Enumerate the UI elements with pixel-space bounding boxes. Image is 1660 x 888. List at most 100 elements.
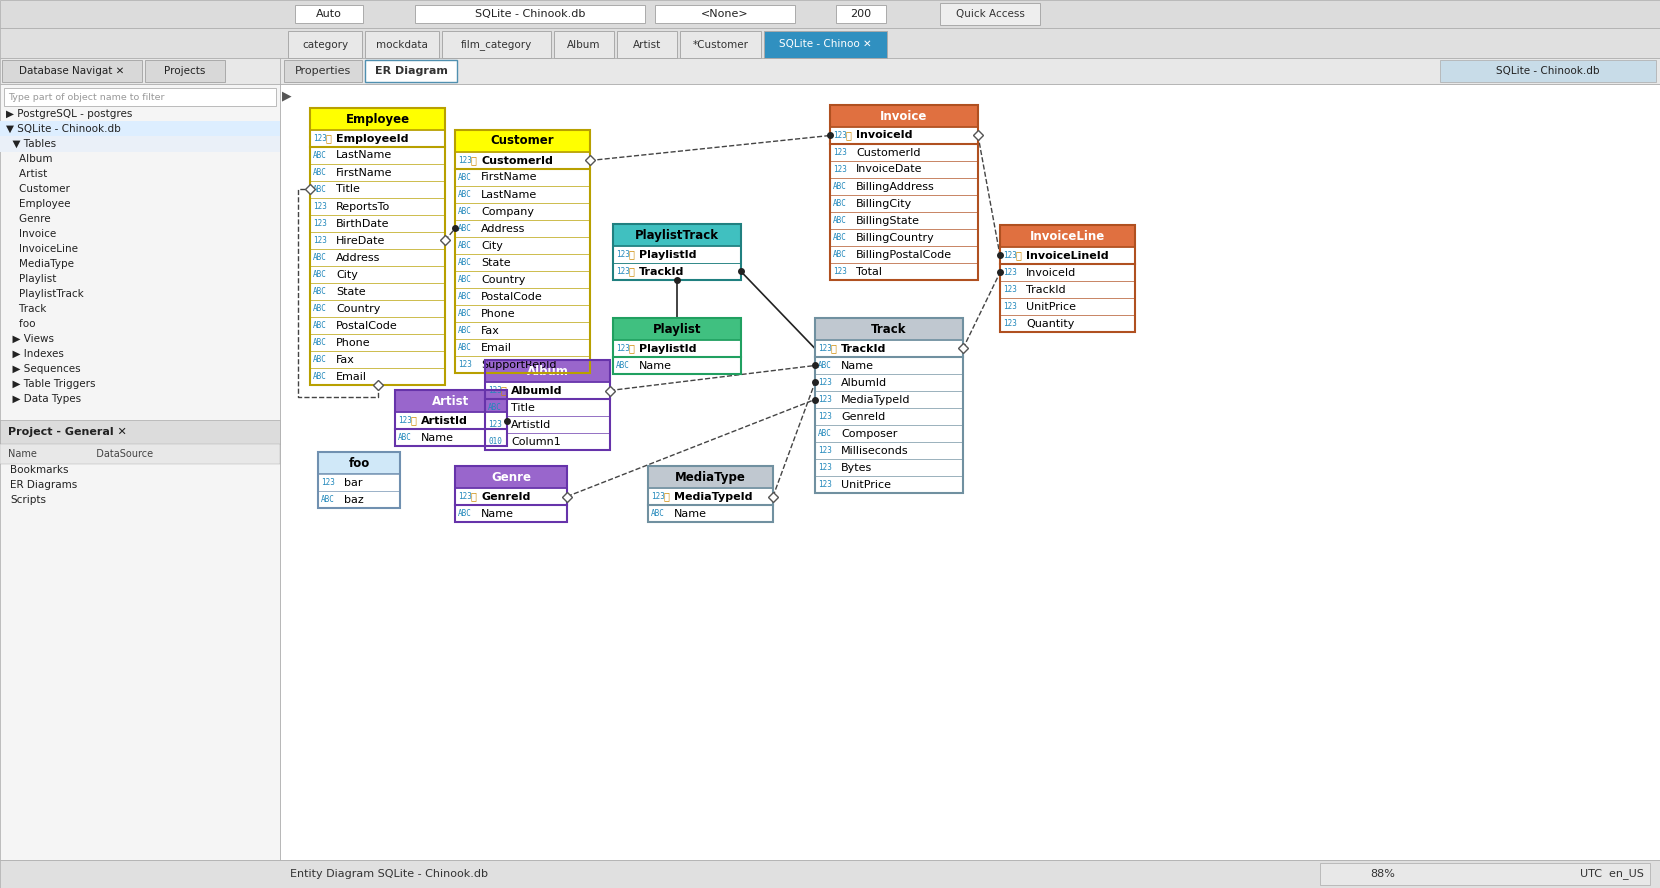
Bar: [815, 318, 963, 340]
Bar: [310, 130, 445, 147]
Text: HireDate: HireDate: [335, 235, 385, 245]
Text: 123: 123: [314, 236, 327, 245]
Text: ER Diagrams: ER Diagrams: [10, 480, 78, 490]
Text: 123: 123: [1003, 268, 1018, 277]
Bar: [2, 60, 143, 82]
Bar: [999, 281, 1135, 298]
Bar: [310, 108, 445, 385]
Text: Artist: Artist: [7, 169, 46, 179]
Text: 123: 123: [818, 480, 832, 489]
Text: ABC: ABC: [833, 182, 847, 191]
Bar: [647, 488, 774, 505]
Text: Total: Total: [857, 266, 881, 276]
Text: BillingCountry: BillingCountry: [857, 233, 935, 242]
Bar: [310, 198, 445, 215]
Text: ⚿: ⚿: [471, 491, 476, 502]
Text: ABC: ABC: [458, 190, 471, 199]
Text: 123: 123: [833, 148, 847, 157]
Text: ABC: ABC: [314, 185, 327, 194]
Text: CustomerId: CustomerId: [481, 155, 553, 165]
Text: MediaType: MediaType: [7, 259, 75, 269]
Text: ▼ SQLite - Chinook.db: ▼ SQLite - Chinook.db: [7, 124, 121, 134]
Text: 123: 123: [818, 412, 832, 421]
Text: Album: Album: [526, 364, 568, 377]
Text: ABC: ABC: [458, 173, 471, 182]
Text: ReportsTo: ReportsTo: [335, 202, 390, 211]
Text: Phone: Phone: [335, 337, 370, 347]
Text: Bookmarks: Bookmarks: [10, 465, 68, 475]
Bar: [455, 186, 589, 203]
Text: ArtistId: ArtistId: [511, 419, 551, 430]
Text: ▼ Tables: ▼ Tables: [7, 139, 56, 149]
Bar: [999, 264, 1135, 281]
Bar: [940, 3, 1041, 25]
Bar: [310, 147, 445, 164]
Text: Genre: Genre: [491, 471, 531, 483]
Bar: [999, 315, 1135, 332]
Text: PlaylistId: PlaylistId: [639, 344, 697, 353]
Text: ABC: ABC: [458, 509, 471, 518]
Text: Country: Country: [481, 274, 525, 284]
Text: PostalCode: PostalCode: [335, 321, 398, 330]
Text: AlbumId: AlbumId: [511, 385, 563, 395]
Bar: [999, 247, 1135, 264]
Text: Track: Track: [872, 322, 906, 336]
Bar: [815, 374, 963, 391]
Text: Type part of object name to filter: Type part of object name to filter: [8, 92, 164, 101]
Bar: [455, 152, 589, 169]
Text: ABC: ABC: [458, 326, 471, 335]
Text: ABC: ABC: [818, 429, 832, 438]
Text: Bytes: Bytes: [842, 463, 872, 472]
Text: 123: 123: [616, 344, 629, 353]
Text: PlaylistId: PlaylistId: [639, 250, 697, 259]
Bar: [830, 105, 978, 127]
Bar: [310, 317, 445, 334]
Text: 123: 123: [818, 395, 832, 404]
Bar: [455, 305, 589, 322]
Text: TrackId: TrackId: [1026, 284, 1066, 295]
Bar: [830, 178, 978, 195]
Text: ABC: ABC: [818, 361, 832, 370]
Text: PlaylistTrack: PlaylistTrack: [7, 289, 83, 299]
Text: bar: bar: [344, 478, 362, 488]
Bar: [310, 300, 445, 317]
Text: 010: 010: [488, 437, 501, 446]
Text: State: State: [481, 258, 511, 267]
Text: SQLite - Chinoo ✕: SQLite - Chinoo ✕: [779, 39, 872, 50]
Text: State: State: [335, 287, 365, 297]
Text: foo: foo: [7, 319, 35, 329]
Text: 123: 123: [458, 492, 471, 501]
Text: ABC: ABC: [458, 258, 471, 267]
Text: ▶ Sequences: ▶ Sequences: [7, 364, 81, 374]
Bar: [319, 452, 400, 508]
Bar: [681, 31, 760, 58]
Text: ⚿: ⚿: [629, 266, 634, 276]
Bar: [395, 412, 506, 429]
Bar: [999, 225, 1135, 247]
Text: EmployeeId: EmployeeId: [335, 133, 408, 144]
Text: ABC: ABC: [314, 287, 327, 296]
Bar: [310, 232, 445, 249]
Bar: [319, 474, 400, 491]
Text: BillingPostalCode: BillingPostalCode: [857, 250, 953, 259]
Text: Invoice: Invoice: [880, 109, 928, 123]
Text: Album: Album: [568, 39, 601, 50]
Bar: [999, 298, 1135, 315]
Bar: [442, 31, 551, 58]
Text: ABC: ABC: [320, 495, 335, 504]
Text: Quick Access: Quick Access: [956, 9, 1024, 19]
Text: LastName: LastName: [335, 150, 392, 161]
Bar: [815, 357, 963, 374]
Text: ABC: ABC: [458, 241, 471, 250]
Text: ABC: ABC: [458, 275, 471, 284]
Bar: [455, 339, 589, 356]
Text: Name: Name: [639, 361, 672, 370]
Text: ABC: ABC: [314, 304, 327, 313]
Text: category: category: [302, 39, 349, 50]
Bar: [485, 360, 609, 450]
Text: Genre: Genre: [7, 214, 50, 224]
Text: Playlist: Playlist: [652, 322, 701, 336]
Bar: [3, 88, 276, 106]
Bar: [0, 84, 281, 860]
Text: ABC: ABC: [314, 270, 327, 279]
